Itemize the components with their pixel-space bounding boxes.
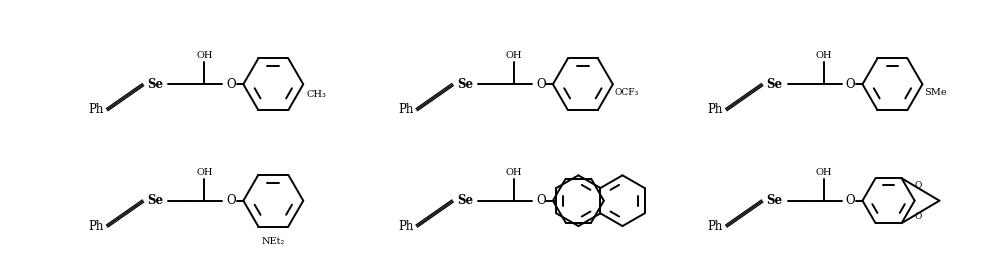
Text: CH₃: CH₃ [306,90,326,99]
Text: OH: OH [506,168,522,177]
Text: Ph: Ph [88,104,104,116]
Text: O: O [536,194,546,207]
Text: OH: OH [815,168,832,177]
Text: O: O [846,194,855,207]
Text: OH: OH [196,51,213,60]
Text: Se: Se [147,194,164,207]
Text: Se: Se [767,194,783,207]
Text: OH: OH [196,168,213,177]
Text: O: O [227,78,236,91]
Text: Ph: Ph [88,220,104,233]
Text: O: O [915,211,922,220]
Text: Ph: Ph [398,104,413,116]
Text: O: O [846,78,855,91]
Text: SMe: SMe [924,88,947,97]
Text: Ph: Ph [707,220,723,233]
Text: NEt₂: NEt₂ [262,237,285,246]
Text: Se: Se [457,194,473,207]
Text: OCF₃: OCF₃ [615,88,639,97]
Text: OH: OH [815,51,832,60]
Text: Se: Se [767,78,783,91]
Text: O: O [227,194,236,207]
Text: O: O [915,181,922,190]
Text: Se: Se [147,78,164,91]
Text: Ph: Ph [398,220,413,233]
Text: O: O [536,78,546,91]
Text: Se: Se [457,78,473,91]
Text: Ph: Ph [707,104,723,116]
Text: OH: OH [506,51,522,60]
